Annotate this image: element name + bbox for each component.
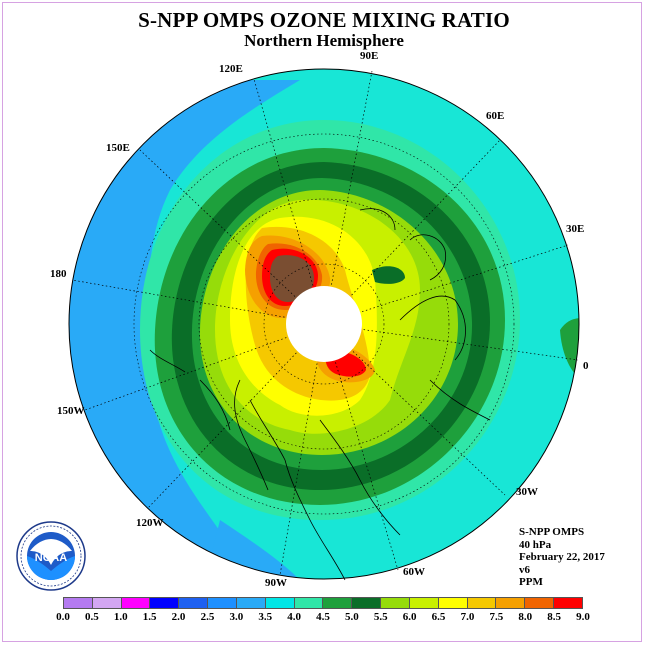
lon-label-0: 0 [583, 360, 589, 372]
colorbar-segment [554, 598, 583, 608]
coastlines [149, 208, 491, 581]
colorbar-tick-label: 6.0 [402, 611, 417, 623]
colorbar-segment [496, 598, 526, 608]
info-pressure: 40 hPa [519, 538, 552, 551]
colorbar-segment [179, 598, 209, 608]
colorbar-tick-label: 4.0 [287, 611, 301, 623]
plot-frame [2, 2, 642, 642]
colorbar-tick-label: 2.5 [200, 611, 215, 623]
colorbar-tick-label: 3.5 [258, 611, 273, 623]
colorbar-tick-label: 3.0 [229, 611, 244, 623]
polar-no-data [286, 286, 362, 362]
colorbar-tick-label: 5.0 [345, 611, 359, 623]
lon-label-120e: 120E [219, 63, 243, 75]
colorbar-tick-label: 1.0 [113, 611, 128, 623]
colorbar-segment [525, 598, 555, 608]
colorbar-segment [150, 598, 180, 608]
lon-label-60e: 60E [486, 110, 505, 122]
colorbar-segment [409, 598, 439, 608]
colorbar-tick-label: 6.5 [431, 611, 446, 623]
colorbar-segment [265, 598, 295, 608]
colorbar-tick-label: 8.5 [547, 611, 561, 623]
lon-label-90w: 90W [265, 577, 287, 589]
colorbar-tick-label: 0.5 [85, 611, 99, 623]
colorbar-segment [92, 598, 122, 608]
colorbar-tick-label: 9.0 [576, 611, 590, 623]
meridian-grid [71, 70, 579, 576]
info-date: February 22, 2017 [519, 551, 605, 563]
info-units: PPM [519, 576, 543, 588]
colorbar-tick-label: 8.0 [518, 611, 533, 623]
colorbar-segment [381, 598, 410, 608]
colorbar-segment [294, 598, 324, 608]
page-title: S-NPP OMPS OZONE MIXING RATIO [138, 8, 510, 32]
colorbar-tick-label: 7.5 [489, 611, 504, 623]
noaa-logo-text: NOAA [35, 552, 67, 564]
colorbar-tick-label: 5.5 [373, 611, 388, 623]
lon-label-30e: 30E [566, 223, 585, 235]
colorbar-tick-label: 2.0 [171, 611, 186, 623]
lon-label-150e: 150E [106, 142, 130, 154]
lon-label-150w: 150W [57, 405, 85, 417]
map-border [68, 68, 580, 580]
colorbar-segment [352, 598, 382, 608]
lon-label-60w: 60W [403, 566, 425, 578]
colorbar-segment [208, 598, 237, 608]
colorbar [63, 597, 583, 609]
colorbar-tick-label: 7.0 [460, 611, 475, 623]
info-version: v6 [519, 563, 530, 576]
lon-label-90e: 90E [360, 50, 379, 62]
colorbar-tick-label: 4.5 [316, 611, 330, 623]
colorbar-tick-label: 0.0 [56, 611, 70, 623]
lon-label-120w: 120W [136, 517, 164, 529]
latitude-grid [133, 133, 515, 515]
colorbar-segment [236, 598, 266, 608]
colorbar-tick-label: 1.5 [142, 611, 157, 623]
colorbar-segment [63, 598, 93, 608]
page-subtitle: Northern Hemisphere [244, 31, 404, 50]
info-instrument: S-NPP OMPS [519, 526, 585, 538]
colorbar-segment [323, 598, 353, 608]
lon-label-180: 180 [50, 268, 67, 280]
colorbar-segment [121, 598, 151, 608]
colorbar-segment [438, 598, 468, 608]
noaa-logo: NOAA [16, 521, 86, 591]
lon-label-30w: 30W [516, 486, 538, 498]
info-block: S-NPP OMPS 40 hPa February 22, 2017 v6 P… [519, 526, 605, 589]
colorbar-segment [467, 598, 497, 608]
